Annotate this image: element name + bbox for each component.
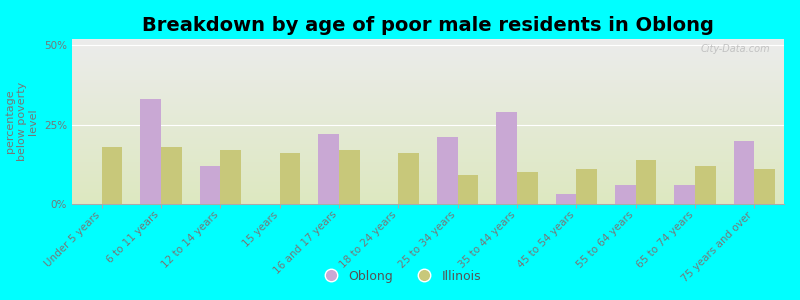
Bar xyxy=(161,147,182,204)
Bar xyxy=(102,147,122,204)
Bar xyxy=(140,99,161,204)
Title: Breakdown by age of poor male residents in Oblong: Breakdown by age of poor male residents … xyxy=(142,16,714,35)
Legend: Oblong, Illinois: Oblong, Illinois xyxy=(314,265,486,288)
Bar xyxy=(318,134,339,204)
Bar xyxy=(555,194,576,204)
Bar xyxy=(754,169,775,204)
Bar xyxy=(220,150,241,204)
Bar xyxy=(615,185,636,204)
Y-axis label: percentage
below poverty
level: percentage below poverty level xyxy=(6,82,38,161)
Bar xyxy=(734,140,754,204)
Bar xyxy=(458,176,478,204)
Bar xyxy=(517,172,538,204)
Bar xyxy=(674,185,695,204)
Bar xyxy=(398,153,419,204)
Bar xyxy=(695,166,716,204)
Bar xyxy=(576,169,597,204)
Bar xyxy=(339,150,360,204)
Text: City-Data.com: City-Data.com xyxy=(700,44,770,54)
Bar xyxy=(636,160,657,204)
Bar xyxy=(280,153,301,204)
Bar xyxy=(199,166,220,204)
Bar xyxy=(496,112,517,204)
Bar xyxy=(437,137,458,204)
